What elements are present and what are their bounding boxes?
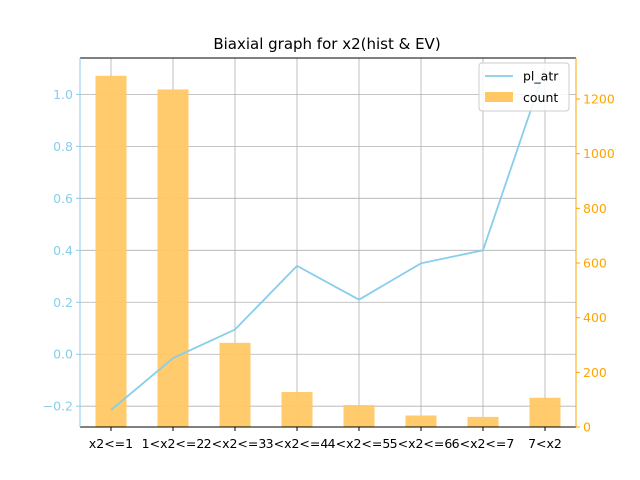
left-axis-tick-label: 0.4 — [53, 243, 73, 258]
right-axis-tick-label: 800 — [583, 201, 607, 216]
right-axis-tick-label: 0 — [583, 420, 591, 435]
left-axis-tick-label: 0.2 — [53, 295, 73, 310]
right-axis-tick-label: 200 — [583, 365, 607, 380]
x-axis-tick-label: 2<x2<=3 — [204, 436, 267, 451]
x-axis-tick-label: 6<x2<=7 — [452, 436, 515, 451]
chart-title: Biaxial graph for x2(hist & EV) — [213, 35, 440, 53]
right-axis-tick-label: 1000 — [583, 146, 615, 161]
count-bar — [343, 405, 375, 427]
x-axis-tick-label: x2<=1 — [89, 436, 133, 451]
right-y-axis: 0 200 400 600 800 1000 1200 — [576, 92, 615, 435]
right-axis-tick-label: 600 — [583, 256, 607, 271]
legend-label-count: count — [523, 90, 558, 105]
x-axis-tick-label: 5<x2<=6 — [390, 436, 453, 451]
plot-frame — [79, 57, 577, 428]
count-bars — [95, 75, 561, 428]
count-bar — [467, 416, 499, 427]
count-bar — [157, 89, 189, 427]
pl-atr-series-line — [110, 68, 546, 411]
grid-lines — [80, 58, 576, 427]
count-bar — [405, 415, 437, 427]
x-axis: x2<=1 1<x2<=2 2<x2<=3 3<x2<=4 4<x2<=5 5<x2<=6… — [89, 427, 562, 451]
left-axis-tick-label: 0.6 — [53, 191, 73, 206]
left-axis-tick-label: −0.2 — [43, 399, 73, 414]
count-bar — [95, 75, 127, 428]
left-axis-tick-label: 0.0 — [53, 347, 73, 362]
legend-bar-swatch — [485, 92, 513, 102]
right-axis-tick-label: 400 — [583, 310, 607, 325]
legend-label-pl-atr: pl_atr — [523, 69, 559, 84]
left-axis-tick-label: 0.8 — [53, 139, 73, 154]
pl-atr-line — [110, 68, 546, 411]
count-bar — [219, 342, 251, 427]
left-y-axis: −0.2 0.0 0.2 0.4 0.6 0.8 1.0 — [43, 87, 80, 414]
x-axis-tick-label: 3<x2<=4 — [266, 436, 329, 451]
left-axis-tick-label: 1.0 — [53, 87, 73, 102]
count-bar — [281, 392, 313, 427]
x-axis-tick-label: 7<x2 — [528, 436, 562, 451]
x-axis-tick-label: 4<x2<=5 — [328, 436, 391, 451]
count-bar — [529, 397, 561, 427]
right-axis-tick-label: 1200 — [583, 92, 615, 107]
x-axis-tick-label: 1<x2<=2 — [142, 436, 205, 451]
